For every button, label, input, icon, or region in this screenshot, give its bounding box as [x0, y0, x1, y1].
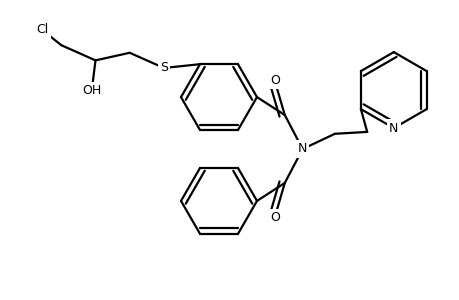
Text: O: O [269, 74, 279, 87]
Text: O: O [269, 211, 279, 224]
Text: N: N [388, 122, 397, 135]
Text: N: N [297, 142, 307, 155]
Text: S: S [160, 61, 168, 74]
Text: OH: OH [82, 84, 101, 97]
Text: Cl: Cl [36, 23, 48, 37]
